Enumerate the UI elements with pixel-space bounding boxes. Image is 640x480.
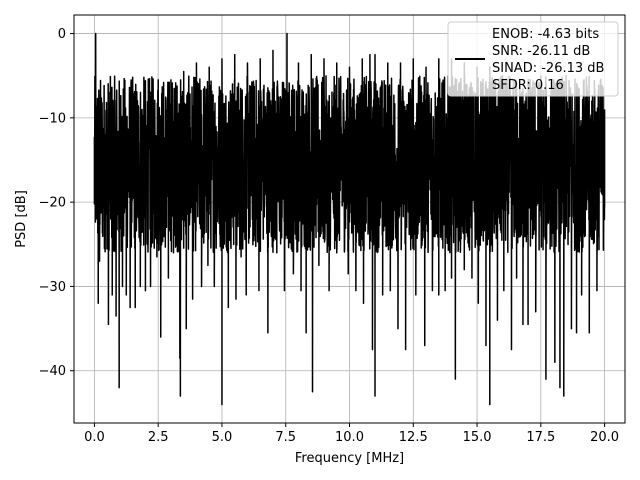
x-tick-label: 20.0 xyxy=(590,430,619,445)
x-axis-label: Frequency [MHz] xyxy=(295,451,404,466)
y-tick-label: −10 xyxy=(39,111,66,126)
y-tick-label: −40 xyxy=(39,364,66,379)
x-tick-label: 5.0 xyxy=(212,430,233,445)
legend-entry-snr: SNR: -26.11 dB xyxy=(492,44,590,59)
x-tick-label: 12.5 xyxy=(399,430,428,445)
x-tick-label: 15.0 xyxy=(463,430,492,445)
y-tick-label: −20 xyxy=(39,196,66,211)
x-tick-label: 2.5 xyxy=(148,430,169,445)
legend-entry-sinad: SINAD: -26.13 dB xyxy=(492,61,604,76)
legend-frame xyxy=(447,21,619,97)
y-axis-ticks: 0 −10 −20 −30 −40 xyxy=(39,27,74,379)
y-tick-label: 0 xyxy=(58,27,66,42)
psd-series xyxy=(93,32,606,406)
x-tick-label: 17.5 xyxy=(526,430,555,445)
psd-line xyxy=(93,32,606,406)
legend-entry-enob: ENOB: -4.63 bits xyxy=(492,27,599,42)
x-tick-label: 7.5 xyxy=(275,430,296,445)
legend-entry-sfdr: SFDR: 0.16 xyxy=(492,78,564,93)
x-axis-ticks: 0.0 2.5 5.0 7.5 10.0 12.5 15.0 17.5 20.0 xyxy=(84,423,619,445)
legend-box: ENOB: -4.63 bits SNR: -26.11 dB SINAD: -… xyxy=(447,21,619,97)
x-tick-label: 0.0 xyxy=(84,430,105,445)
y-axis-label: PSD [dB] xyxy=(14,190,29,248)
x-tick-label: 10.0 xyxy=(335,430,364,445)
y-tick-label: −30 xyxy=(39,280,66,295)
